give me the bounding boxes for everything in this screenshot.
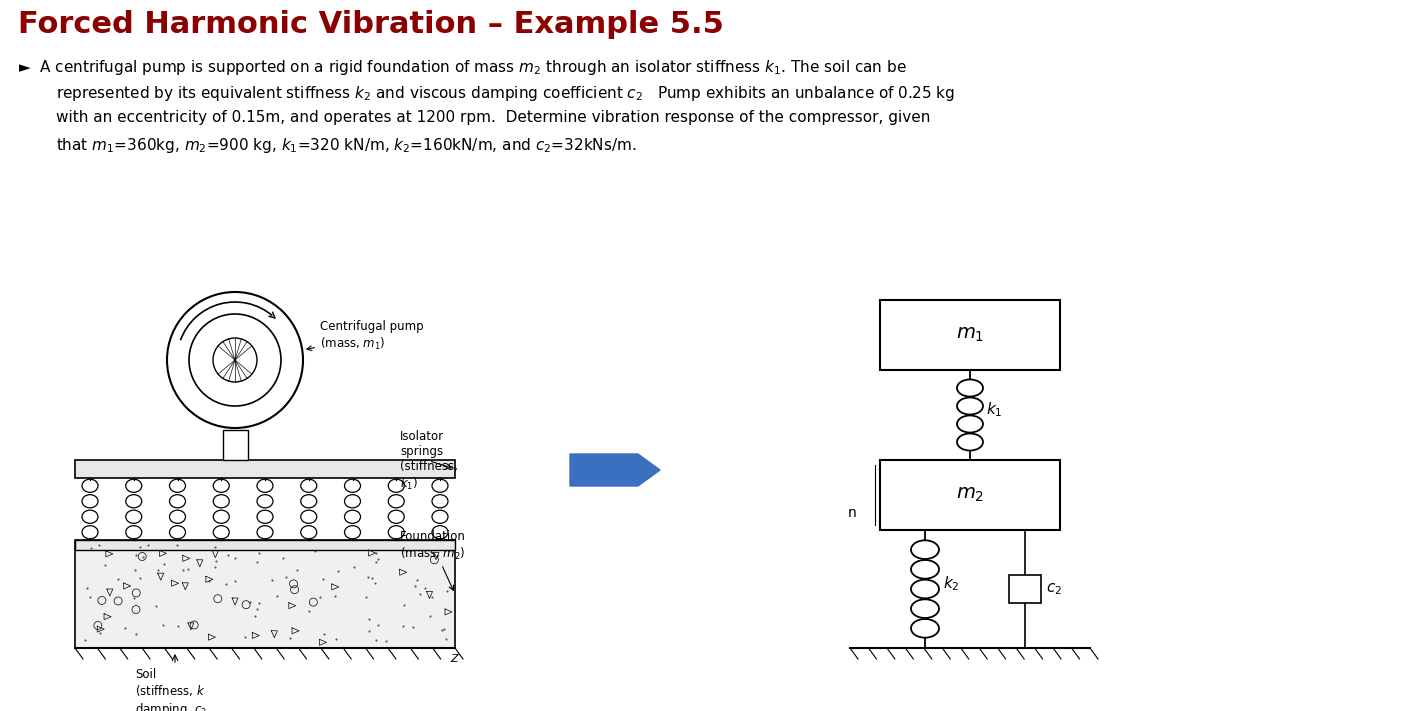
Text: ►  A centrifugal pump is supported on a rigid foundation of mass $m_2$ through a: ► A centrifugal pump is supported on a r… bbox=[18, 58, 907, 77]
Text: $k_1$: $k_1$ bbox=[985, 401, 1003, 419]
Text: $m_1$: $m_1$ bbox=[956, 326, 984, 345]
Bar bbox=[75, 460, 454, 478]
Text: that $m_1$=360kg, $m_2$=900 kg, $k_1$=320 kN/m, $k_2$=160kN/m, and $c_2$=32kNs/m: that $m_1$=360kg, $m_2$=900 kg, $k_1$=32… bbox=[55, 136, 636, 155]
Text: with an eccentricity of 0.15m, and operates at 1200 rpm.  Determine vibration re: with an eccentricity of 0.15m, and opera… bbox=[55, 110, 930, 125]
Text: $k_2$: $k_2$ bbox=[943, 574, 960, 594]
Text: represented by its equivalent stiffness $k_2$ and viscous damping coefficient $c: represented by its equivalent stiffness … bbox=[55, 84, 956, 103]
Text: n: n bbox=[848, 506, 856, 520]
FancyArrow shape bbox=[569, 454, 660, 486]
Bar bbox=[880, 300, 1059, 370]
Bar bbox=[1010, 575, 1041, 603]
Text: $Z$: $Z$ bbox=[450, 652, 460, 664]
Text: Forced Harmonic Vibration – Example 5.5: Forced Harmonic Vibration – Example 5.5 bbox=[18, 10, 724, 39]
Text: Centrifugal pump
(mass, $m_1$): Centrifugal pump (mass, $m_1$) bbox=[307, 320, 423, 351]
Text: $c_2$: $c_2$ bbox=[1047, 581, 1062, 597]
Bar bbox=[223, 430, 248, 460]
Text: $m_2$: $m_2$ bbox=[956, 486, 984, 505]
Text: Foundation
(mass, $m_2$): Foundation (mass, $m_2$) bbox=[400, 530, 466, 590]
Bar bbox=[880, 460, 1059, 530]
Text: Isolator
springs
(stiffness,
$k_1$): Isolator springs (stiffness, $k_1$) bbox=[400, 430, 457, 491]
Bar bbox=[75, 540, 454, 550]
Bar bbox=[75, 540, 454, 648]
Text: Soil
(stiffness, $k$
damping, $c_2$: Soil (stiffness, $k$ damping, $c_2$ bbox=[135, 668, 207, 711]
